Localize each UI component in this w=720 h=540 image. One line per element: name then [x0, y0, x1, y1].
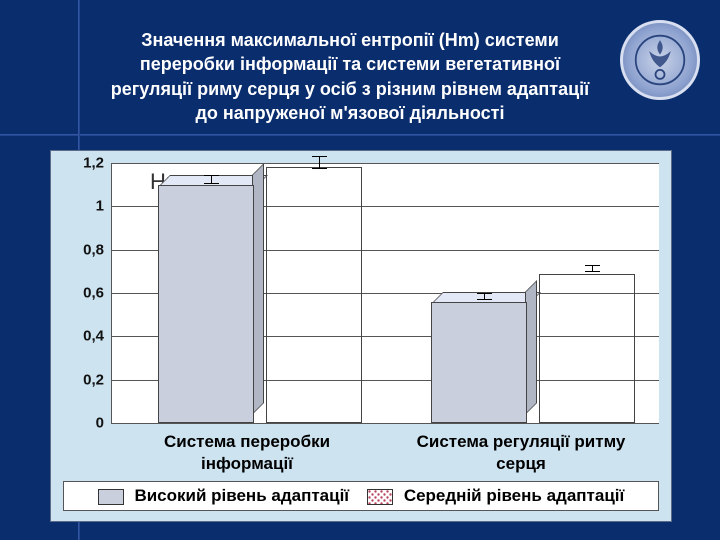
legend: Високий рівень адаптації Середній рівень…: [63, 481, 659, 511]
category-label-0: Система переробки інформації: [127, 431, 367, 475]
logo-emblem: [620, 20, 700, 100]
legend-label-1: Середній рівень адаптації: [404, 486, 624, 505]
emblem-icon: [633, 33, 687, 87]
bar-1-1: [539, 274, 635, 424]
errorbar: [592, 265, 593, 272]
page-title: Значення максимальної ентропії (Hm) сист…: [100, 28, 600, 125]
gridline: [112, 423, 659, 424]
legend-swatch-0: [98, 489, 124, 505]
legend-item-0: Високий рівень адаптації: [98, 486, 349, 506]
y-tick-label: 0,6: [83, 285, 104, 302]
bar-0-1: [266, 167, 362, 423]
y-tick-label: 1,2: [83, 155, 104, 172]
plot-area: Hm 00,20,40,60,811,2: [111, 163, 659, 424]
legend-label-0: Високий рівень адаптації: [134, 486, 349, 505]
errorbar: [484, 293, 485, 300]
errorbar: [211, 175, 212, 184]
gridline: [112, 163, 659, 164]
y-tick-label: 0,2: [83, 371, 104, 388]
y-tick-label: 0,4: [83, 328, 104, 345]
bar-0-0: [158, 185, 254, 423]
chart-panel: Hm 00,20,40,60,811,2 Система переробки і…: [50, 150, 672, 522]
category-label-1: Система регуляції ритму серця: [401, 431, 641, 475]
y-tick-label: 0: [96, 415, 104, 432]
y-tick-label: 1: [96, 198, 104, 215]
decor-hline: [0, 134, 720, 136]
y-tick-label: 0,8: [83, 241, 104, 258]
bar-1-0: [431, 302, 527, 423]
legend-item-1: Середній рівень адаптації: [367, 486, 624, 506]
legend-swatch-1: [367, 489, 393, 505]
errorbar: [319, 156, 320, 169]
